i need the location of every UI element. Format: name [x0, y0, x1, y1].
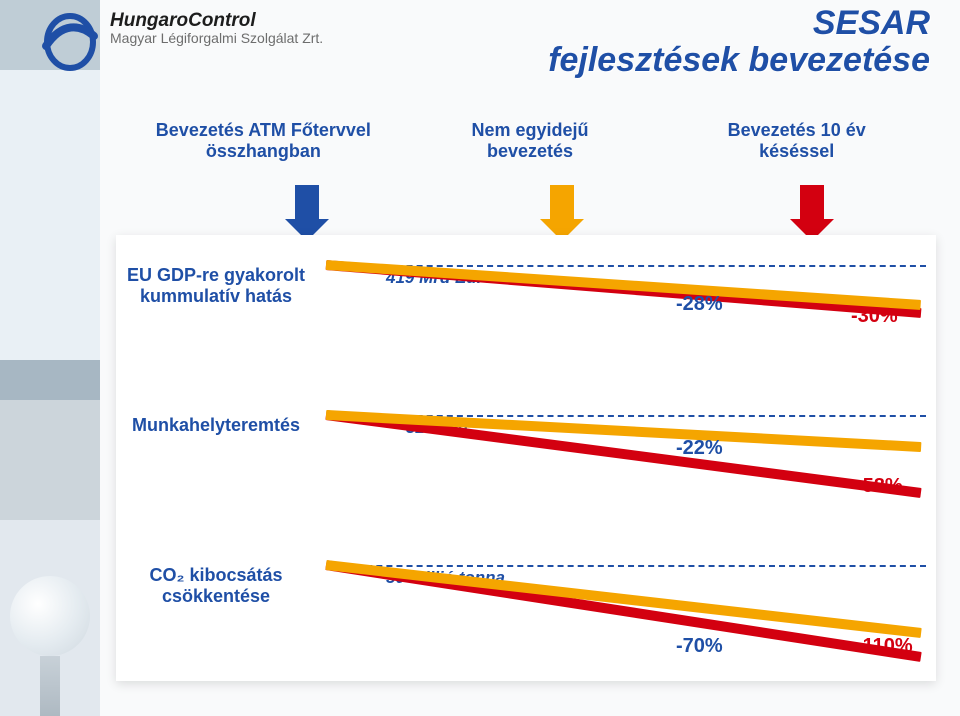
row-label: Munkahelyteremtés [116, 415, 316, 436]
legend-label: összhangban [206, 141, 321, 161]
bar-yellow [325, 560, 921, 638]
bar-yellow-pct: -70% [676, 635, 723, 658]
legend-label: bevezetés [487, 141, 573, 161]
legend-label: késéssel [759, 141, 834, 161]
slide-title: SESAR fejlesztések bevezetése [548, 5, 930, 80]
arrow-stem [550, 185, 574, 219]
bar-red-pct: -58% [856, 475, 903, 498]
legend-arrow-2 [790, 185, 834, 241]
chart-panel: EU GDP-re gyakoroltkummulatív hatás419 M… [116, 235, 936, 681]
arrow-stem [800, 185, 824, 219]
brand-sub: Magyar Légiforgalmi Szolgálat Zrt. [110, 30, 323, 46]
radar-mast [40, 656, 60, 716]
radar-dome [10, 576, 90, 656]
row-label: CO₂ kibocsátáscsökkentése [116, 565, 316, 606]
row-chart: 419 Mrd Euro-30%-28% [326, 265, 926, 385]
title-line1: SESAR [813, 4, 930, 42]
bar-yellow-pct: -28% [676, 293, 723, 316]
legend-item-atm: Bevezetés ATM Főtervvel összhangban [130, 120, 397, 162]
logo [40, 12, 100, 72]
row-chart: 50 millió tonna-110%-70% [326, 565, 926, 685]
title-line2: fejlesztések bevezetése [548, 41, 930, 79]
arrow-stem [295, 185, 319, 219]
sidebar-photo [0, 0, 100, 716]
legend-label: Bevezetés ATM Főtervvel [156, 120, 371, 140]
brand-block: HungaroControl Magyar Légiforgalmi Szolg… [110, 10, 323, 46]
legend-arrow-1 [540, 185, 584, 241]
bar-red-pct: -30% [851, 305, 898, 328]
bar-yellow-pct: -22% [676, 437, 723, 460]
row-label: EU GDP-re gyakoroltkummulatív hatás [116, 265, 316, 306]
legend-arrow-0 [285, 185, 329, 241]
legend-label: Bevezetés 10 év [728, 120, 866, 140]
brand-name: HungaroControl [110, 10, 323, 32]
legend-label: Nem egyidejű [471, 120, 588, 140]
bar-red-pct: -110% [856, 635, 913, 658]
baseline [326, 565, 926, 567]
legend-item-delay: Bevezetés 10 év késéssel [663, 120, 930, 162]
row-chart: 328 000-58%-22% [326, 415, 926, 535]
legend-item-nonsync: Nem egyidejű bevezetés [397, 120, 664, 162]
legend-row: Bevezetés ATM Főtervvel összhangban Nem … [130, 120, 930, 162]
